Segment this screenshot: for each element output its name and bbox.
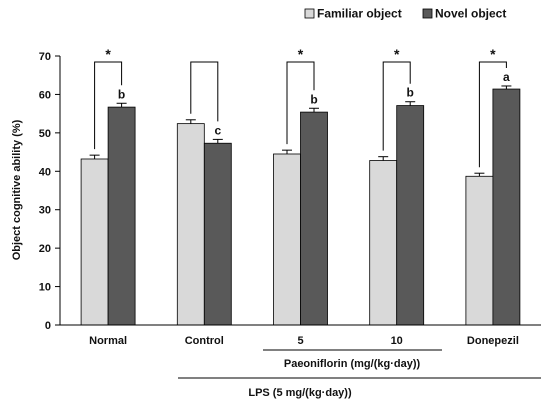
y-tick-label: 70 xyxy=(39,51,51,63)
legend: Familiar object Novel object xyxy=(304,7,506,21)
bar-novel xyxy=(492,88,521,326)
bar-familiar xyxy=(176,123,205,326)
significance-star: * xyxy=(490,46,496,62)
y-tick-label: 20 xyxy=(39,243,51,255)
annotations: * b c * b * b * a xyxy=(94,46,510,168)
bar-novel xyxy=(300,111,328,326)
lps-label: LPS (5 mg/(kg·day)) xyxy=(248,387,352,399)
significance-bracket xyxy=(190,61,219,122)
bar-novel xyxy=(396,105,425,326)
significance-star: * xyxy=(394,46,400,62)
group-letter: b xyxy=(407,86,414,100)
x-axis-labels: Normal Control 5 10 Donepezil xyxy=(89,335,519,347)
significance-star: * xyxy=(298,46,304,62)
significance-bracket xyxy=(382,61,411,151)
bar-familiar xyxy=(273,153,301,326)
significance-star: * xyxy=(105,46,111,62)
x-tick-label: 10 xyxy=(391,335,403,347)
y-tick-label: 50 xyxy=(39,128,51,140)
x-tick-label: Donepezil xyxy=(467,335,519,347)
x-tick-label: Normal xyxy=(89,335,127,347)
y-tick-label: 60 xyxy=(39,89,51,101)
significance-bracket xyxy=(478,61,507,168)
bars xyxy=(80,85,521,326)
y-tick-label: 10 xyxy=(39,282,51,294)
y-tick-label: 0 xyxy=(45,320,51,332)
y-axis-ticks: 0 10 20 30 40 50 60 70 xyxy=(39,51,60,332)
y-axis-label: Object cognitive ability (%) xyxy=(11,119,23,260)
legend-label-novel: Novel object xyxy=(435,7,506,21)
legend-swatch-novel xyxy=(422,8,433,19)
significance-bracket xyxy=(286,61,315,145)
legend-swatch-familiar xyxy=(304,8,315,19)
x-tick-label: Control xyxy=(185,335,224,347)
y-tick-label: 30 xyxy=(39,205,51,217)
group-letter: a xyxy=(503,70,510,84)
x-tick-label: 5 xyxy=(297,335,303,347)
significance-bracket xyxy=(94,61,123,150)
bar-familiar xyxy=(369,160,398,326)
legend-label-familiar: Familiar object xyxy=(317,7,402,21)
bar-novel xyxy=(203,142,232,326)
bar-novel xyxy=(107,106,136,326)
bar-familiar xyxy=(80,158,109,326)
group-letter: b xyxy=(118,87,125,101)
group-letter: c xyxy=(214,123,221,137)
paeoniflorin-label: Paeoniflorin (mg/(kg·day)) xyxy=(284,358,421,370)
y-tick-label: 40 xyxy=(39,166,51,178)
group-letter: b xyxy=(310,92,317,106)
bar-familiar xyxy=(465,175,494,326)
